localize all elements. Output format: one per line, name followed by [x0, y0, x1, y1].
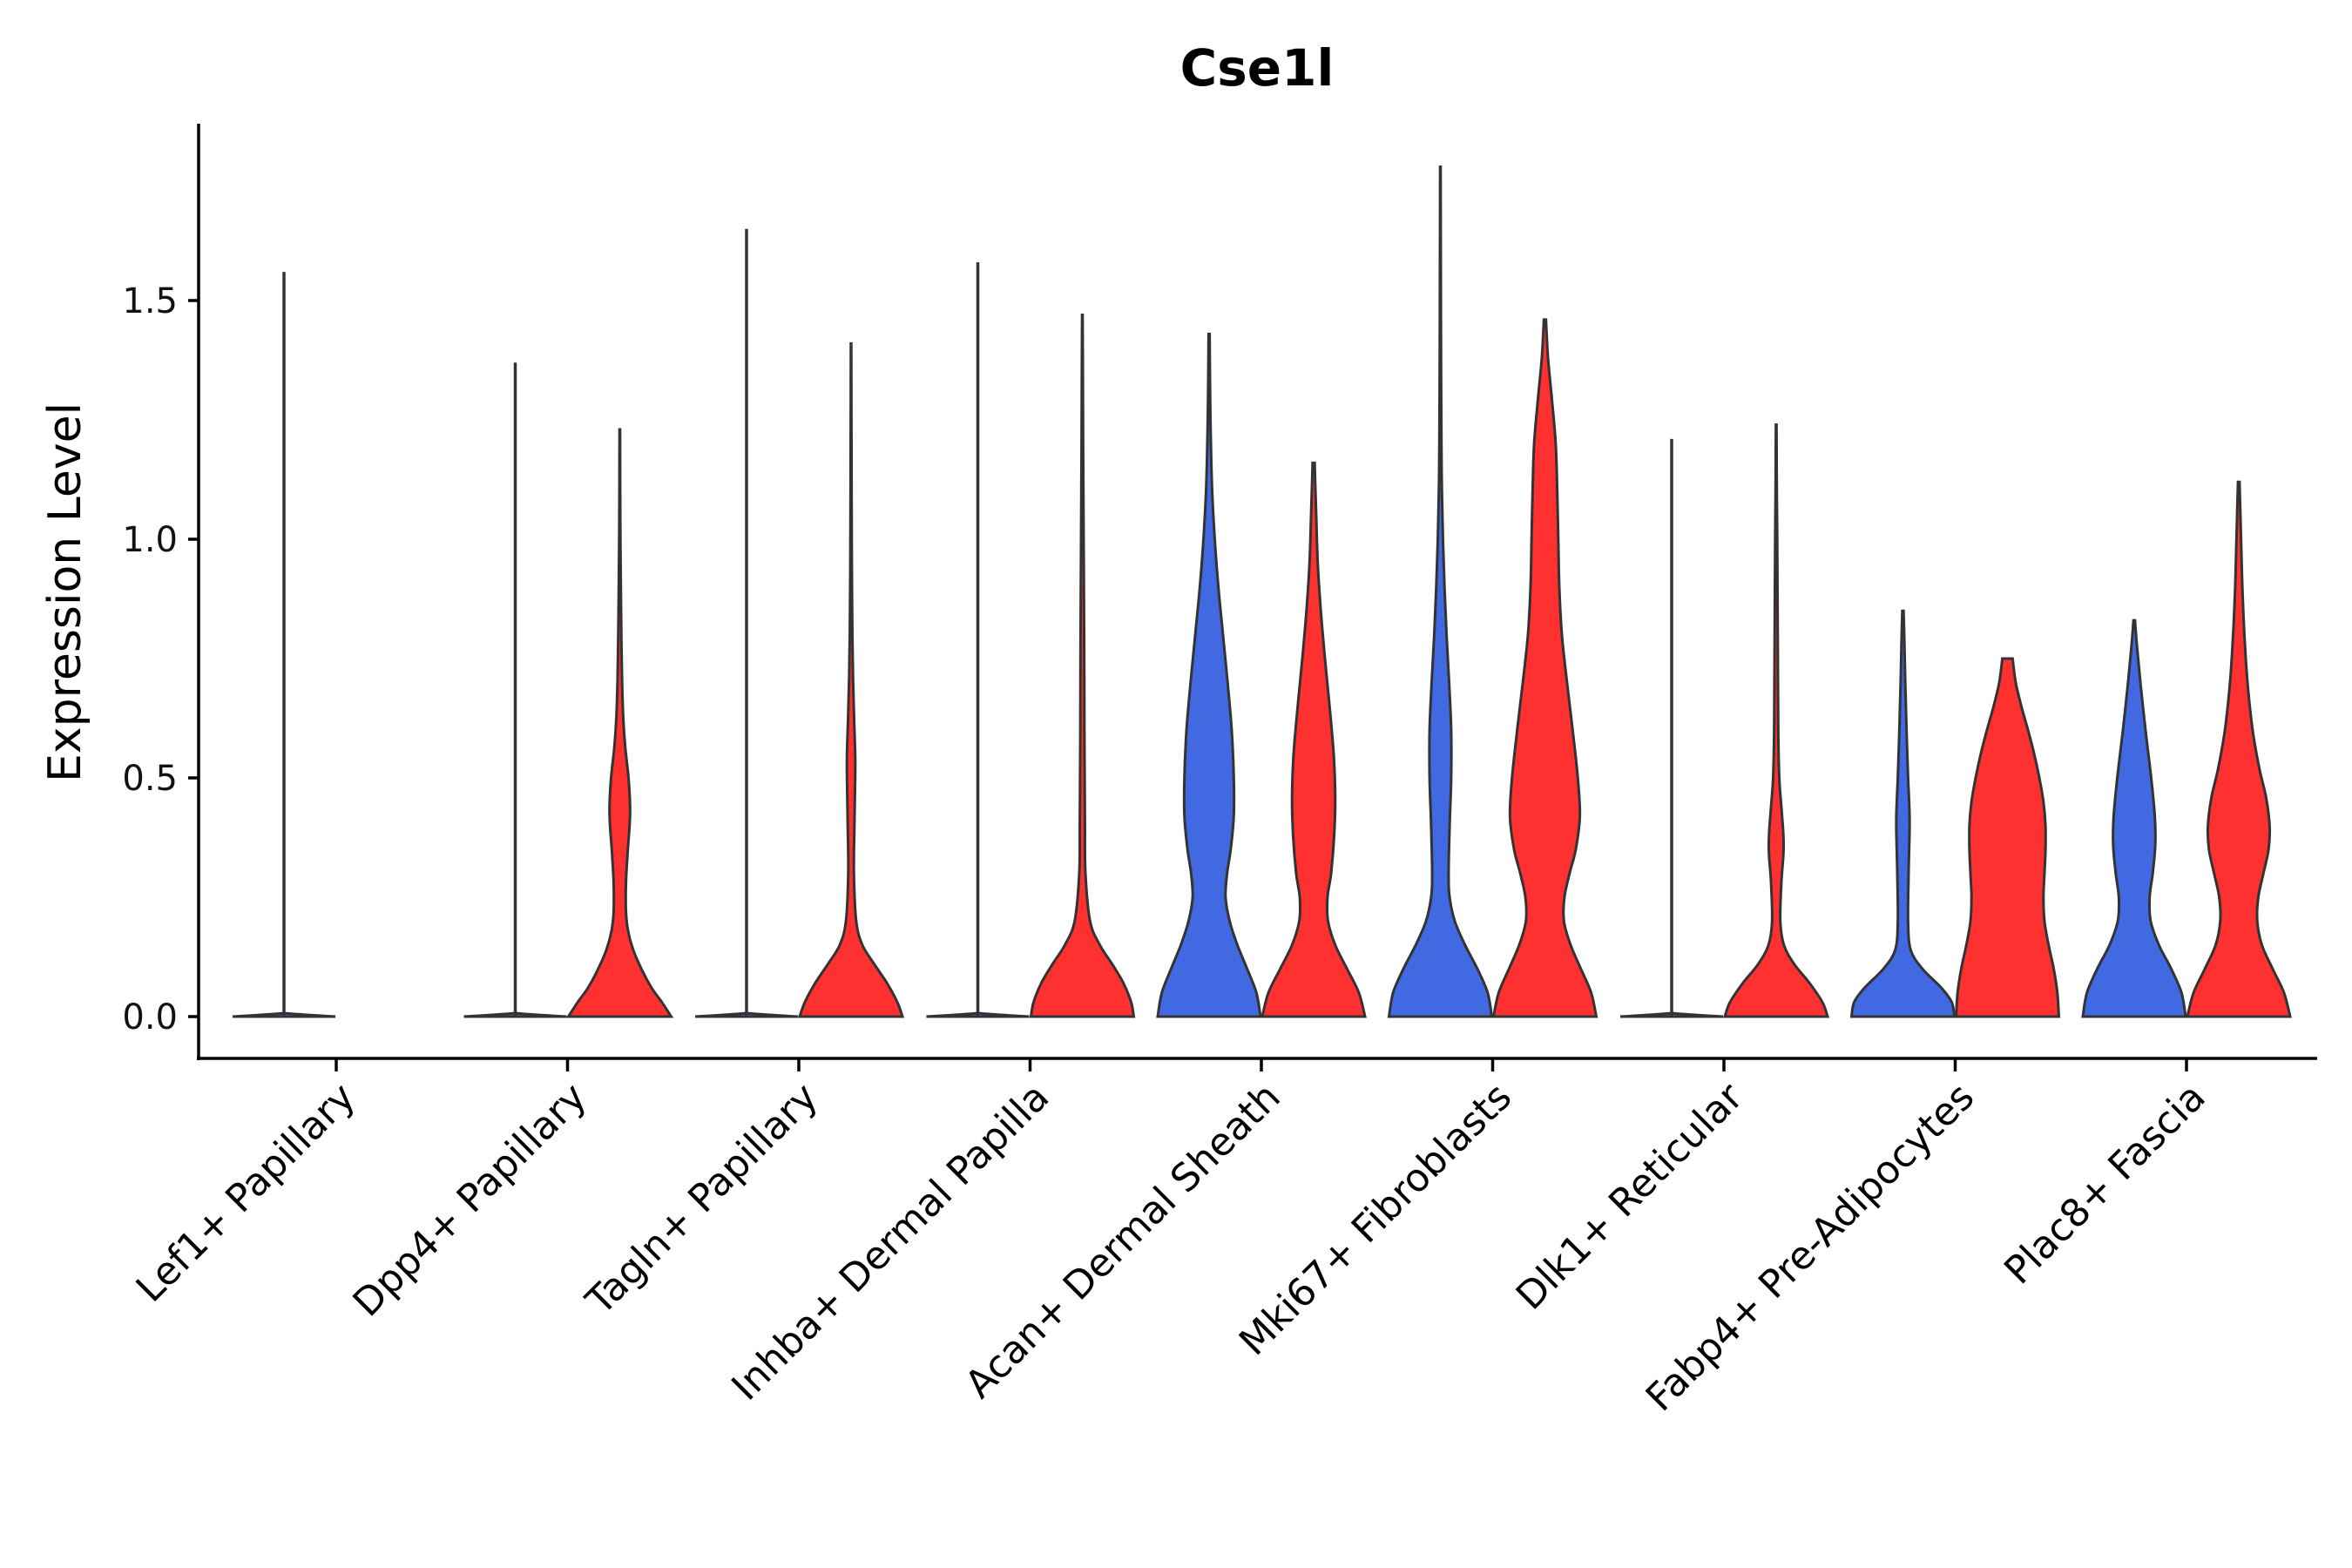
violin-group1	[1849, 609, 1957, 1018]
x-tick-label: Dpp4+ Papillary	[345, 1075, 596, 1326]
violin-group2	[1954, 657, 2061, 1018]
axes	[197, 124, 2317, 1060]
x-tick-label: Tagln+ Papillary	[578, 1075, 827, 1324]
violin-group2	[1260, 461, 1367, 1018]
violin-group1	[1156, 332, 1262, 1018]
y-ticks: 0.0 0.5 1.0 1.5	[122, 281, 199, 1037]
violin-group2	[2186, 480, 2292, 1018]
y-tick-label: 1.5	[122, 281, 178, 321]
violin-group2	[565, 428, 674, 1018]
violin-group2	[1491, 318, 1598, 1018]
chart-title: Cse1l	[1180, 38, 1335, 98]
y-tick-label: 1.0	[122, 520, 178, 560]
violin-layer	[232, 166, 2292, 1018]
x-tick-label: Lef1+ Papillary	[128, 1075, 364, 1311]
y-tick-label: 0.5	[122, 759, 178, 799]
violin-group1	[1387, 166, 1494, 1018]
x-tick-label: Plac8+ Fascia	[1996, 1075, 2214, 1294]
violin-group2	[1722, 422, 1830, 1018]
x-tick-label: Dlk1+ Reticular	[1508, 1074, 1753, 1319]
y-axis-label: Expression Level	[39, 402, 91, 782]
violin-group1	[2081, 618, 2187, 1018]
violin-group2	[797, 341, 905, 1018]
y-tick-label: 0.0	[122, 997, 178, 1037]
violin-group2	[1029, 313, 1136, 1018]
